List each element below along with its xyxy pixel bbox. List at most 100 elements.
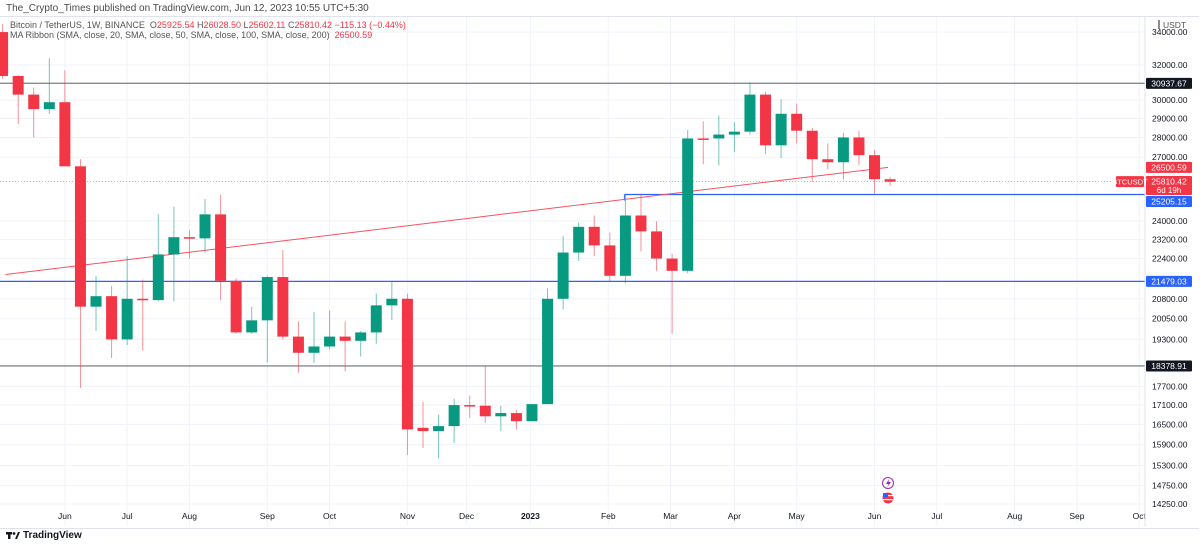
candle-body [74,166,86,307]
candle[interactable] [230,278,242,334]
y-tick-label: 23200.00 [1152,235,1188,245]
candle[interactable] [806,127,818,182]
y-tick-label: 24000.00 [1152,216,1188,226]
candle[interactable] [791,103,803,144]
candle-body [59,102,71,167]
candle-body [433,426,445,432]
x-tick-label: Oct [1133,511,1147,521]
candle[interactable] [542,288,554,405]
candle[interactable] [464,395,476,418]
candle-body [308,346,320,353]
y-tick-label: 32000.00 [1152,60,1188,70]
y-tick-label: 17700.00 [1152,381,1188,391]
candle[interactable] [59,70,71,167]
candle[interactable] [510,409,522,430]
candle[interactable] [682,129,694,274]
x-tick-label: Jun [58,511,72,521]
candle[interactable] [401,293,413,455]
candle[interactable] [775,99,787,159]
candle[interactable] [324,310,336,350]
candle[interactable] [433,414,445,459]
candle[interactable] [526,404,538,422]
candle[interactable] [448,398,460,443]
last-price-badge-text: 25810.42 [1151,177,1187,187]
legend-symbol-row: Bitcoin / TetherUS, 1W, BINANCE O25925.5… [10,20,406,30]
candle[interactable] [215,194,227,301]
candle[interactable] [604,232,616,282]
candle[interactable] [635,193,647,252]
indicator-name[interactable]: MA Ribbon (SMA, close, 20, SMA, close, 5… [10,30,330,40]
candle[interactable] [573,222,585,261]
candle[interactable] [0,24,9,79]
candle[interactable] [106,285,118,358]
candle[interactable] [74,159,86,388]
candle[interactable] [121,256,133,346]
legend-symbol[interactable]: Bitcoin / TetherUS, 1W, BINANCE [10,20,145,30]
candle[interactable] [744,82,756,135]
candle[interactable] [90,275,102,332]
level-badge-25205-bg [1146,196,1192,207]
candle[interactable] [588,215,600,257]
candle[interactable] [697,121,709,165]
x-tick-label: Sep [1069,511,1084,521]
candle[interactable] [137,279,149,351]
level-badge-21479: 21479.03 [1146,275,1192,287]
candle[interactable] [12,75,24,125]
candle[interactable] [152,214,164,302]
y-tick-label: 20050.00 [1152,314,1188,324]
candle[interactable] [355,331,367,357]
candle-body [292,336,304,353]
candle[interactable] [495,405,507,432]
candle[interactable] [308,311,320,363]
candle[interactable] [619,193,631,284]
candle[interactable] [261,275,273,363]
candle[interactable] [168,206,180,302]
y-tick-label: 30000.00 [1152,95,1188,105]
candle[interactable] [760,91,772,155]
candle[interactable] [666,253,678,334]
candle[interactable] [246,306,258,334]
level-badge-21479-text: 21479.03 [1151,276,1187,286]
candle[interactable] [869,150,881,194]
candle[interactable] [557,236,569,310]
candle[interactable] [277,250,289,340]
candle-body [137,298,149,301]
level-badge-30937: 30937.67 [1146,77,1192,89]
countdown-text: 6d 19h [1157,186,1181,195]
change-value: −115.13 (−0.44%) [334,20,406,30]
candle[interactable] [728,122,740,153]
high-value: 26028.50 [203,20,242,30]
candle[interactable] [713,115,725,166]
y-tick-label: 14250.00 [1152,499,1188,509]
level-badge-30937-bg [1146,77,1192,89]
candle[interactable] [386,280,398,321]
candle[interactable] [339,321,351,372]
open-label: O [149,20,157,30]
us-flag-icon [882,492,894,504]
candle[interactable] [822,143,834,170]
candle[interactable] [417,401,429,448]
candle-body [869,155,881,180]
candle[interactable] [43,58,55,114]
candle[interactable] [651,221,663,271]
level-badge-18378-text: 18378.91 [1151,361,1187,371]
candle-body [152,254,164,301]
ma-price-badge-text: 26500.59 [1151,162,1187,172]
candle[interactable] [183,230,195,259]
candle[interactable] [28,87,40,138]
candle[interactable] [853,130,865,166]
candle[interactable] [292,321,304,373]
candle[interactable] [370,293,382,344]
ma-price-badge: 26500.59 [1146,161,1192,173]
candle-body [183,237,195,239]
candle[interactable] [199,198,211,253]
x-tick-label: 2023 [521,511,540,521]
candle[interactable] [884,177,896,187]
x-tick-label: Mar [663,511,678,521]
high-label: H [196,20,204,30]
candle[interactable] [479,365,491,423]
x-tick-label: Jun [868,511,882,521]
candle[interactable] [837,132,849,180]
symbol-tag: BTCUSDT [1112,176,1148,188]
